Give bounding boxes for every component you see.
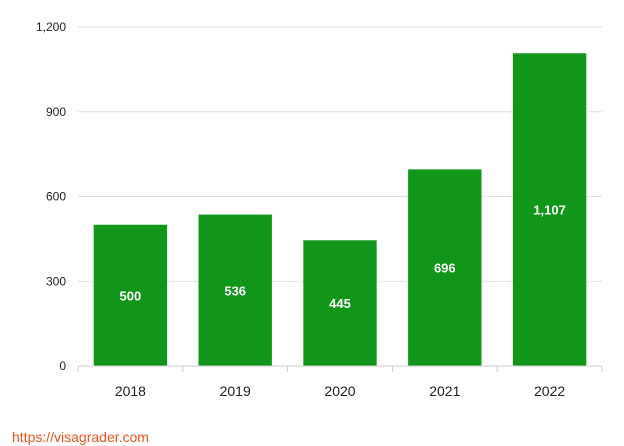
data-label: 500 — [120, 288, 142, 303]
bar-chart: 0 300 600 900 1,200 2018 500 2019 536 2020 445 2021… — [36, 20, 603, 399]
data-label: 696 — [434, 261, 456, 276]
data-label: 445 — [329, 296, 351, 311]
data-label: 536 — [224, 283, 246, 298]
x-tick-label: 2022 — [534, 383, 565, 399]
x-tick-label: 2021 — [429, 383, 460, 399]
bar — [303, 240, 377, 366]
axes — [77, 365, 603, 372]
bar — [408, 169, 482, 366]
source-link[interactable]: https://visagrader.com — [12, 429, 149, 445]
y-tick-label: 900 — [46, 105, 66, 119]
labels: 0 300 600 900 1,200 2018 500 2019 536 2020 445 2021… — [36, 20, 566, 399]
y-tick-label: 1,200 — [36, 20, 66, 34]
data-label: 1,107 — [533, 203, 566, 218]
y-tick-label: 0 — [59, 359, 66, 373]
bar — [93, 224, 168, 366]
x-tick-label: 2020 — [324, 383, 355, 399]
y-tick-label: 600 — [46, 190, 66, 204]
y-tick-label: 300 — [46, 274, 66, 288]
x-tick-label: 2019 — [220, 383, 251, 399]
bar — [512, 53, 587, 367]
bars — [93, 53, 587, 367]
x-tick-label: 2018 — [115, 383, 146, 399]
bar — [198, 214, 272, 366]
